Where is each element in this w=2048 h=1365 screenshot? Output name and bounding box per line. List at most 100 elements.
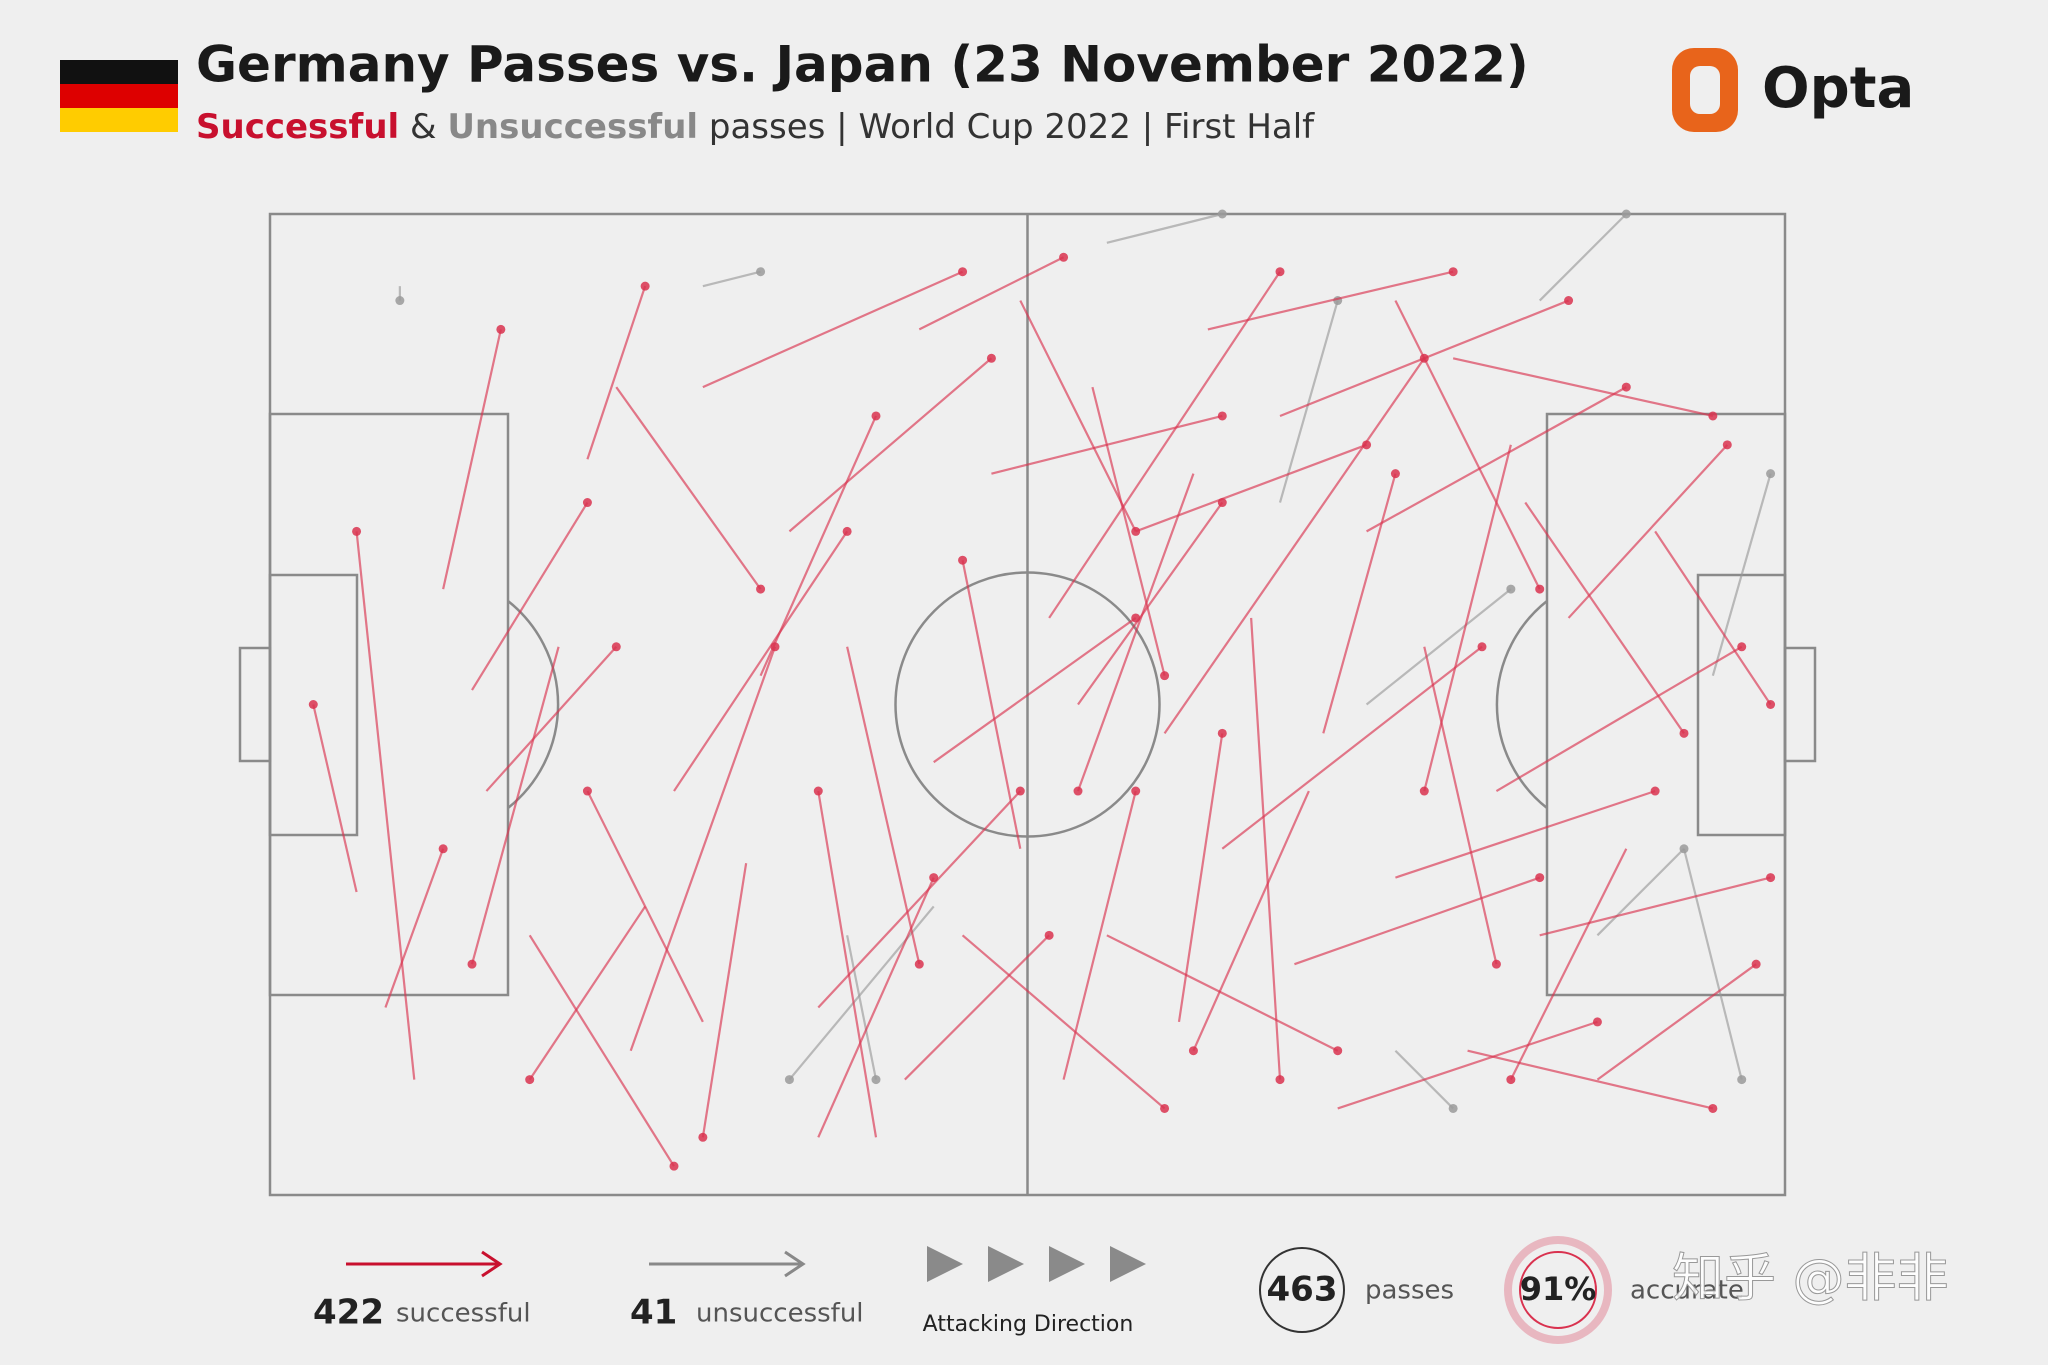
successful-pass: [1250, 617, 1282, 1080]
successful-count: 422: [313, 1293, 384, 1333]
subtitle-and: &: [410, 107, 437, 147]
successful-pass-end: [1477, 642, 1487, 652]
unsuccessful-pass-end: [871, 1075, 881, 1085]
successful-pass-end: [582, 786, 592, 796]
successful-pass-end: [1650, 786, 1660, 796]
successful-pass-end: [1188, 1046, 1198, 1056]
successful-pass: [1337, 1020, 1598, 1110]
successful-pass-end: [1131, 526, 1141, 536]
successful-pass: [1177, 733, 1224, 1023]
successful-pass: [933, 617, 1137, 764]
successful-pass-end: [1390, 469, 1400, 479]
successful-pass: [1495, 645, 1743, 793]
successful-pass-end: [1766, 700, 1776, 709]
successful-pass: [528, 905, 647, 1081]
successful-pass: [1091, 386, 1166, 676]
successful-pass: [629, 646, 777, 1052]
brand-logo: Opta: [1672, 48, 1914, 132]
successful-pass-end: [467, 959, 477, 969]
successful-pass-end: [914, 959, 924, 969]
successful-pass: [485, 646, 618, 792]
successful-pass-end: [1217, 498, 1227, 508]
subtitle-rest: passes | World Cup 2022 | First Half: [709, 107, 1315, 147]
successful-pass-end: [308, 700, 318, 709]
successful-pass-end: [1491, 959, 1501, 969]
successful-pass-end: [640, 281, 650, 291]
successful-pass-end: [582, 498, 592, 508]
successful-pass-end: [1217, 411, 1227, 421]
successful-pass-end: [438, 844, 448, 854]
legend: 422 successful 41 unsuccessful Attacking…: [313, 1246, 1146, 1337]
successful-pass: [1395, 790, 1656, 879]
unsuccessful-pass-end: [395, 296, 405, 306]
successful-pass: [1106, 934, 1339, 1052]
subtitle-unsuccessful: Unsuccessful: [447, 107, 698, 147]
successful-pass: [1163, 357, 1426, 734]
successful-pass-end: [1708, 411, 1718, 421]
successful-pass-end: [525, 1075, 535, 1085]
unsuccessful-pass-end: [1737, 1075, 1747, 1085]
successful-pass-end: [1766, 873, 1776, 883]
successful-pass: [1596, 963, 1757, 1081]
successful-pass-end: [1535, 584, 1545, 594]
successful-pass: [586, 285, 647, 460]
successful-pass-end: [958, 555, 968, 565]
successful-pass: [1322, 473, 1397, 734]
successful-pass-end: [1621, 382, 1631, 392]
successful-pass: [528, 934, 675, 1167]
successful-pass-end: [1362, 440, 1372, 450]
successful-pass: [1019, 300, 1137, 532]
successful-pass: [701, 863, 748, 1138]
unsuccessful-pass-end: [1217, 209, 1227, 219]
unsuccessful-pass: [1278, 300, 1339, 503]
successful-pass: [1567, 444, 1729, 619]
successful-pass-end: [1722, 440, 1732, 450]
successful-pass: [1294, 876, 1541, 966]
successful-pass: [1062, 790, 1137, 1080]
unsuccessful-pass: [1365, 588, 1512, 706]
successful-pass: [384, 848, 445, 1008]
successful-pass-end: [1073, 786, 1083, 796]
accuracy-label: accurate: [1630, 1276, 1744, 1306]
successful-pass: [312, 704, 358, 893]
successful-pass-end: [1275, 1075, 1285, 1085]
unsuccessful-pass-end: [1506, 584, 1516, 594]
successful-pass-end: [352, 526, 362, 536]
unsuccessful-pass-end: [756, 267, 766, 277]
successful-pass: [961, 934, 1166, 1110]
unsuccessful-pass: [1596, 847, 1685, 937]
successful-pass-end: [986, 353, 996, 363]
successful-pass-end: [1708, 1103, 1718, 1113]
successful-pass-end: [1419, 786, 1429, 796]
unsuccessful-pass: [1106, 212, 1223, 244]
successful-pass: [673, 530, 849, 792]
successful-pass: [1509, 848, 1628, 1081]
successful-pass: [788, 357, 993, 533]
successful-pass: [442, 329, 502, 590]
successful-pass-end: [1015, 786, 1025, 796]
unsuccessful-pass: [1682, 848, 1743, 1080]
successful-pass-end: [698, 1132, 708, 1142]
successful-pass-end: [1679, 728, 1689, 738]
successful-label: successful: [396, 1299, 531, 1329]
accuracy: 91%: [1520, 1270, 1597, 1308]
successful-pass-end: [1131, 786, 1141, 796]
successful-pass-end: [1564, 296, 1574, 306]
successful-pass-end: [1275, 267, 1285, 277]
successful-pass: [1192, 790, 1310, 1052]
successful-pass: [1467, 1049, 1714, 1110]
successful-pass: [1077, 501, 1224, 706]
successful-pass: [1654, 530, 1772, 706]
stats: 463 passes 91% accurate: [1259, 1236, 1744, 1344]
successful-pass-end: [1044, 930, 1054, 940]
successful-pass-end: [1160, 671, 1170, 681]
successful-pass: [961, 560, 1022, 849]
title: Germany Passes vs. Japan (23 November 20…: [196, 36, 1529, 94]
successful-pass: [471, 501, 589, 691]
successful-pass-end: [669, 1161, 679, 1171]
successful-pass: [759, 415, 878, 677]
passes-label: passes: [1365, 1276, 1454, 1306]
successful-pass: [1423, 646, 1498, 965]
